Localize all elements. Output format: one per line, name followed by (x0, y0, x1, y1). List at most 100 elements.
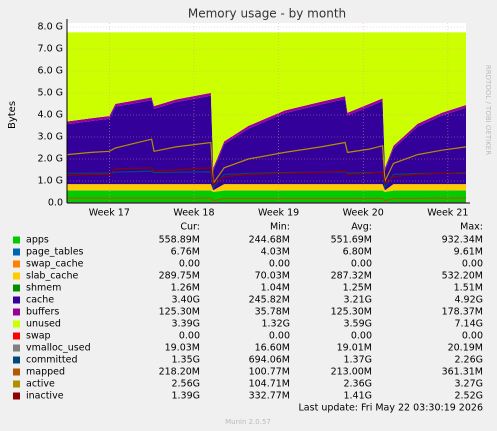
legend-swatch (13, 296, 20, 304)
legend-swatch (13, 272, 20, 280)
legend-stat: 1.51M (454, 283, 483, 294)
legend-name: swap (26, 331, 51, 342)
legend-stat: 9.61M (454, 247, 483, 258)
legend-stat: 1.04M (261, 283, 290, 294)
legend-stat: 4.03M (261, 247, 290, 258)
legend-stat: 178.37M (442, 307, 483, 318)
y-tick-label: 1.0 G (38, 176, 64, 187)
legend-stat: 289.75M (159, 271, 200, 282)
legend-stat: 0.00 (179, 259, 200, 270)
y-tick-label: 5.0 G (38, 88, 64, 99)
y-tick-label: 7.0 G (38, 44, 64, 55)
side-text: RRDTOOL / TOBI OETIKER (484, 65, 492, 155)
legend-swatch (13, 320, 20, 328)
legend-name: active (26, 379, 55, 390)
legend-swatch (13, 248, 20, 256)
legend-stat: 2.36G (343, 379, 372, 390)
x-tick-label: Week 17 (89, 208, 130, 219)
area-apps (67, 190, 466, 203)
legend-stat: 0.00 (351, 259, 372, 270)
legend-header: Avg: (351, 222, 372, 233)
legend-swatch (13, 356, 20, 364)
footer: Munin 2.0.57 (225, 418, 271, 426)
legend-name: swap_cache (26, 259, 84, 270)
legend-swatch (13, 236, 20, 244)
legend-stat: 244.68M (249, 235, 290, 246)
x-tick-label: Week 19 (258, 208, 299, 219)
legend-stat: 694.06M (249, 355, 290, 366)
legend-stat: 1.37G (343, 355, 372, 366)
legend-swatch (13, 260, 20, 268)
legend-stat: 213.00M (331, 367, 372, 378)
legend-stat: 0.00 (269, 331, 290, 342)
legend-stat: 1.26M (171, 283, 200, 294)
legend-stat: 332.77M (249, 391, 290, 402)
legend-name: slab_cache (26, 271, 78, 282)
legend-header: Min: (270, 222, 290, 233)
legend-stat: 1.39G (171, 391, 200, 402)
legend-name: committed (26, 355, 78, 366)
x-tick-label: Week 20 (343, 208, 384, 219)
line-inactive (66, 167, 467, 186)
legend-swatch (13, 380, 20, 388)
legend-stat: 2.26G (454, 355, 483, 366)
last-update: Last update: Fri May 22 03:30:19 2026 (299, 403, 483, 414)
legend-swatch (13, 284, 20, 292)
legend-stat: 35.78M (255, 307, 290, 318)
line-committed (66, 170, 466, 190)
area-page_tables (67, 190, 466, 192)
legend-stat: 3.59G (343, 319, 372, 330)
legend-stat: 70.03M (255, 271, 290, 282)
legend-stat: 245.82M (249, 295, 290, 306)
legend-name: inactive (26, 391, 64, 402)
legend-stat: 6.80M (343, 247, 372, 258)
legend-name: page_tables (26, 247, 84, 258)
legend-name: buffers (26, 307, 59, 318)
legend-stat: 16.60M (255, 343, 290, 354)
area-cache (67, 95, 466, 191)
legend-stat: 532.20M (442, 271, 483, 282)
y-axis-label: Bytes (7, 101, 18, 129)
legend-stat: 104.71M (249, 379, 290, 390)
y-tick-label: 8.0 G (38, 22, 64, 33)
legend-stat: 0.00 (462, 331, 483, 342)
legend-swatch (13, 344, 20, 352)
legend-swatch (13, 308, 20, 316)
legend-swatch (13, 368, 20, 376)
legend-swatch (13, 392, 20, 400)
legend-stat: 218.20M (159, 367, 200, 378)
legend-stat: 20.19M (448, 343, 483, 354)
area-unused (67, 32, 466, 168)
line-mapped (67, 197, 466, 202)
legend-name: vmalloc_used (26, 343, 91, 354)
legend-stat: 7.14G (454, 319, 483, 330)
legend-swatch (13, 332, 20, 340)
line-active (66, 138, 467, 185)
legend-stat: 1.35G (171, 355, 200, 366)
legend-stat: 3.40G (171, 295, 200, 306)
chart-title: Memory usage - by month (188, 7, 346, 21)
area-slab_cache (67, 184, 466, 192)
legend-stat: 100.77M (249, 367, 290, 378)
legend-stat: 0.00 (179, 331, 200, 342)
y-tick-label: 4.0 G (38, 110, 64, 121)
x-tick-label: Week 21 (427, 208, 468, 219)
legend-stat: 4.92G (454, 295, 483, 306)
legend-stat: 287.32M (331, 271, 372, 282)
y-tick-label: 6.0 G (38, 66, 64, 77)
legend-stat: 125.30M (159, 307, 200, 318)
legend-stat: 1.41G (343, 391, 372, 402)
legend-stat: 125.30M (331, 307, 372, 318)
legend-stat: 1.32G (261, 319, 290, 330)
legend-stat: 0.00 (269, 259, 290, 270)
legend-name: mapped (26, 367, 65, 378)
legend-name: unused (26, 319, 61, 330)
legend-stat: 3.39G (171, 319, 200, 330)
legend-stat: 932.34M (442, 235, 483, 246)
legend-stat: 6.76M (171, 247, 200, 258)
legend-name: cache (26, 295, 54, 306)
legend-stat: 0.00 (462, 259, 483, 270)
y-tick-label: 0.0 (48, 198, 63, 209)
legend-stat: 19.03M (165, 343, 200, 354)
